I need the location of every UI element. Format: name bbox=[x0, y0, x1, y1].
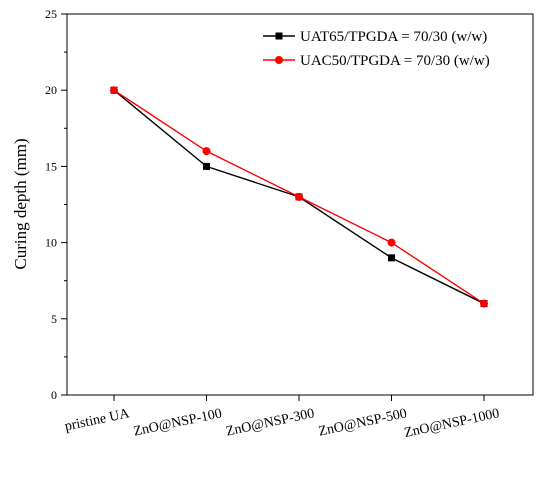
legend-label-1: UAC50/TPGDA = 70/30 (w/w) bbox=[300, 53, 490, 69]
point-s1-3 bbox=[387, 238, 396, 247]
legend-label-0: UAT65/TPGDA = 70/30 (w/w) bbox=[300, 29, 487, 45]
y-tick-label-1: 5 bbox=[51, 312, 57, 326]
legend: UAT65/TPGDA = 70/30 (w/w) UAC50/TPGDA = 7… bbox=[263, 29, 490, 69]
x-tick-label-2: ZnO@NSP-300 bbox=[225, 406, 316, 439]
y-axis-label: Curing depth (mm) bbox=[11, 138, 30, 269]
point-s0-3 bbox=[388, 254, 395, 262]
series-1 bbox=[110, 86, 488, 308]
x-tick-label-0: pristine UA bbox=[63, 406, 131, 435]
y-tick-label-5: 25 bbox=[45, 7, 57, 21]
y-tick-label-4: 20 bbox=[45, 83, 57, 97]
y-tick-label-2: 10 bbox=[45, 236, 57, 250]
x-tick-label-4: ZnO@NSP-1000 bbox=[403, 406, 501, 441]
point-s1-2 bbox=[295, 192, 303, 201]
x-tick-label-3: ZnO@NSP-500 bbox=[317, 406, 408, 439]
y-tick-label-0: 0 bbox=[51, 388, 57, 402]
legend-marker-1 bbox=[275, 56, 283, 64]
point-s1-1 bbox=[202, 147, 211, 156]
plot-area-frame bbox=[66, 13, 534, 396]
x-tick-label-1: ZnO@NSP-100 bbox=[132, 406, 223, 439]
point-s1-4 bbox=[480, 299, 488, 308]
y-axis: 0 5 10 15 20 25 bbox=[45, 7, 67, 402]
point-s1-0 bbox=[110, 86, 118, 95]
y-tick-label-3: 15 bbox=[45, 159, 57, 173]
series-layer bbox=[110, 86, 488, 308]
x-axis: pristine UA ZnO@NSP-100 ZnO@NSP-300 ZnO@NSP… bbox=[63, 395, 501, 441]
legend-marker-0 bbox=[275, 32, 283, 40]
point-s0-1 bbox=[203, 162, 210, 170]
